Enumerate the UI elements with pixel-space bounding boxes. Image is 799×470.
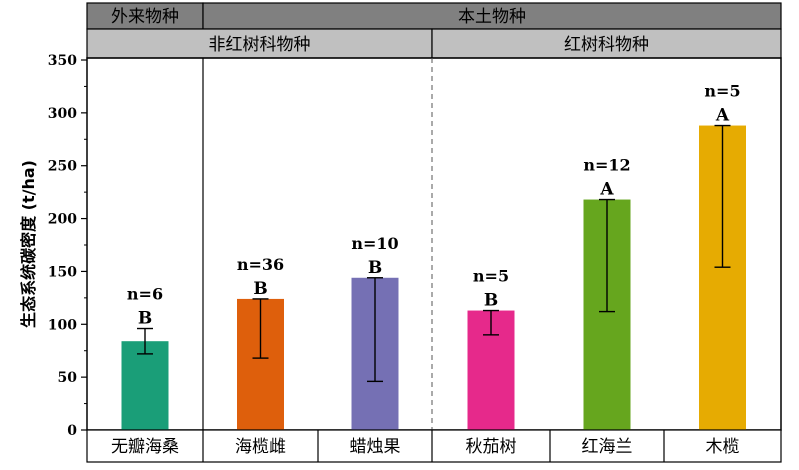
header-top-label: 本土物种 [458,7,526,27]
labels-area: Bn=6 Bn=36 Bn=10 Bn=5 An=12 An=5 [127,82,741,329]
group-letter-label: A [599,180,614,200]
sample-size-label: n=12 [583,156,630,175]
plot-frame [86,57,782,431]
y-tick-label: 300 [48,106,77,122]
category-label: 红海兰 [582,437,633,457]
category-label: 木榄 [706,437,740,457]
bar [121,341,169,430]
sample-size-label: n=6 [127,285,163,304]
header-middle-label: 红树科物种 [564,35,649,55]
header-middle-label: 非红树科物种 [209,35,311,55]
category-label: 海榄雌 [235,437,286,457]
group-letter-label: A [715,106,730,126]
y-tick-label: 100 [48,317,77,333]
sample-size-label: n=5 [473,267,509,286]
y-tick-label: 0 [67,423,77,439]
sample-size-label: n=10 [351,234,398,253]
header-top-cell [202,2,782,30]
y-axis-label: 生态系统碳密度 (t/ha) [19,160,38,328]
y-tick-label: 200 [48,212,77,228]
y-tick-label: 350 [48,53,77,69]
group-letter-label: B [253,279,267,299]
category-label: 秋茄树 [466,437,517,457]
category-row [86,429,782,463]
axes-area: 0 50 100 150 200 250 300 350 生态系统碳密度 (t/ha) [19,53,782,439]
category-label: 无瓣海桑 [111,437,179,457]
group-letter-label: B [138,309,152,329]
category-area: 无瓣海桑 海榄雌 蜡烛果 秋茄树 红海兰 木榄 [86,429,782,463]
header-top-cell [86,2,204,30]
header-top-label: 外来物种 [111,7,179,27]
sample-size-label: n=36 [237,255,284,274]
sample-size-label: n=5 [704,82,740,101]
header-middle-cell [431,28,782,59]
group-letter-label: B [484,291,498,311]
bars-area [121,124,746,431]
group-letter-label: B [368,258,382,278]
y-tick-label: 250 [48,159,77,175]
category-label: 蜡烛果 [350,437,401,457]
y-tick-label: 150 [48,264,77,280]
y-tick-label: 50 [58,370,78,386]
